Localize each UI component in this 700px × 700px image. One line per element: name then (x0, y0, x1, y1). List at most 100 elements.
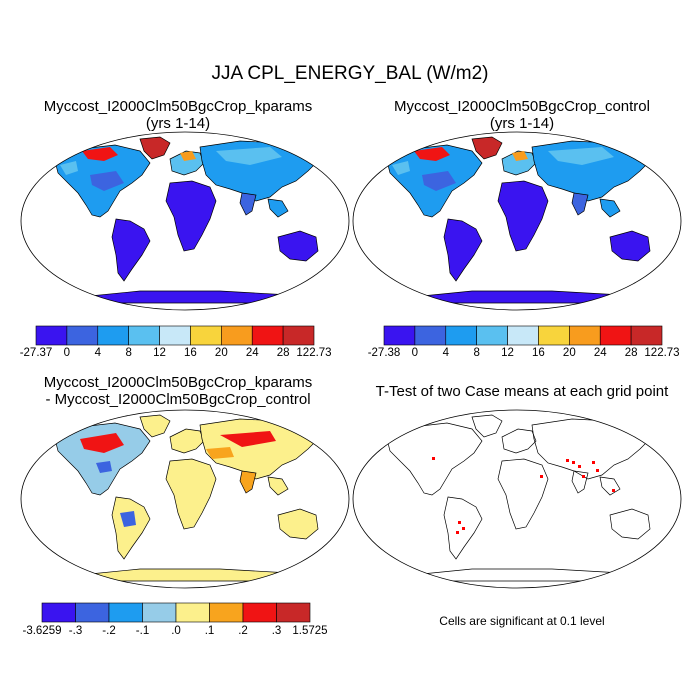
colorbar-swatch (599, 325, 632, 346)
colorbar-swatch (108, 602, 143, 623)
map-frame (352, 131, 682, 311)
diff-patch-centralasia (206, 447, 234, 459)
colorbar-swatch (445, 325, 477, 346)
map-frame (20, 131, 350, 311)
continent-antarctica (59, 568, 311, 582)
map-panel-3-difference (20, 409, 350, 589)
colorbar-3 (41, 602, 311, 623)
colorbar-3-labels: -3.6259 -.3 -.2 -.1 .0 .1 .2 .3 1.5725 (22, 625, 327, 639)
continent-india (571, 470, 589, 494)
map-panel-4-ttest (352, 409, 682, 589)
continent-southAmerica (111, 218, 151, 282)
significant-cell (596, 469, 599, 472)
continent-greenland (139, 136, 171, 160)
colorbar-tick-label: .3 (271, 625, 282, 637)
panel-3-title-line1: Myccost_I2000Clm50BgcCrop_kparams (43, 374, 313, 391)
colorbar-2 (383, 325, 663, 346)
colorbar-swatch (75, 602, 110, 623)
continent-europe (169, 150, 205, 176)
continent-seAsia (599, 476, 621, 496)
continent-africa (497, 458, 549, 530)
continent-africa (165, 180, 217, 252)
significant-cell (612, 489, 615, 492)
continent-southAmerica (443, 496, 483, 560)
significant-cell (456, 531, 459, 534)
colorbar-tick-label: -3.6259 (22, 625, 62, 637)
colorbar-swatch (35, 325, 68, 346)
continent-northAmerica (386, 422, 483, 496)
continent-southAmerica (443, 218, 483, 282)
map-frame (352, 409, 682, 589)
continent-india (239, 192, 257, 216)
panel-1-title-line1: Myccost_I2000Clm50BgcCrop_kparams (43, 98, 313, 115)
continent-india (239, 470, 257, 494)
warm-patch-canada (414, 147, 450, 161)
continent-northAmerica (54, 422, 151, 496)
colorbar-swatch (476, 325, 508, 346)
significance-note: Cells are significant at 0.1 level (439, 614, 605, 628)
panel-2-title-line1: Myccost_I2000Clm50BgcCrop_control (394, 98, 650, 115)
colorbar-1 (35, 325, 315, 346)
panel-2-title: Myccost_I2000Clm50BgcCrop_control (yrs 1… (352, 98, 692, 132)
colorbar-tick-label: 28 (624, 347, 638, 359)
colorbar-swatch (209, 602, 244, 623)
significant-cell (432, 457, 435, 460)
significant-cell (458, 521, 461, 524)
colorbar-swatch (538, 325, 570, 346)
diff-patch-us (96, 461, 112, 473)
colorbar-1-labels: -27.37 0 4 8 12 16 20 24 28 122.73 (20, 347, 332, 361)
continent-seAsia (599, 198, 621, 218)
map-frame (20, 409, 350, 589)
continent-greenland (471, 136, 503, 160)
colorbar-swatch (221, 325, 253, 346)
continent-australia (609, 508, 651, 540)
colorbar-tick-label: .1 (204, 625, 215, 637)
colorbar-swatch (159, 325, 191, 346)
colorbar-tick-label: 20 (214, 347, 228, 359)
colorbar-swatch (276, 602, 311, 623)
colorbar-swatch (242, 602, 277, 623)
warm-patch-scandinavia (512, 151, 528, 161)
diff-patch-canada (80, 433, 124, 453)
continent-antarctica (391, 568, 643, 582)
significant-cell (578, 465, 581, 468)
panel-4-title: T-Test of two Case means at each grid po… (352, 383, 692, 400)
colorbar-tick-label: 1.5725 (292, 625, 328, 637)
warm-patch-scandinavia (180, 151, 196, 161)
continent-seAsia (267, 476, 289, 496)
colorbar-swatch (507, 325, 539, 346)
colorbar-swatch (414, 325, 447, 346)
colorbar-tick-label: 8 (125, 347, 132, 359)
figure-title: JJA CPL_ENERGY_BAL (W/m2) (211, 63, 489, 84)
patch-siberia (548, 147, 614, 165)
map-panel-1 (20, 131, 350, 311)
continent-africa (165, 458, 217, 530)
colorbar-swatch (383, 325, 416, 346)
significant-cell (462, 527, 465, 530)
continent-australia (277, 230, 319, 262)
colorbar-swatch (66, 325, 99, 346)
colorbar-2-labels: -27.38 0 4 8 12 16 20 24 28 122.73 (368, 347, 680, 361)
colorbar-tick-label: 16 (532, 347, 545, 359)
continent-antarctica (391, 290, 643, 304)
colorbar-swatch (282, 325, 315, 346)
panel-3-title: Myccost_I2000Clm50BgcCrop_kparams - Mycc… (8, 374, 348, 408)
significant-cell (566, 459, 569, 462)
colorbar-swatch (175, 602, 210, 623)
colorbar-tick-label: 0 (63, 347, 71, 359)
colorbar-tick-label: 28 (276, 347, 290, 359)
patch-us (90, 171, 124, 191)
colorbar-tick-label: 4 (94, 347, 101, 359)
colorbar-tick-label: 12 (153, 347, 166, 359)
colorbar-tick-label: -27.37 (19, 347, 53, 359)
panel-1-title-line2: (yrs 1-14) (145, 115, 211, 132)
panel-1-title: Myccost_I2000Clm50BgcCrop_kparams (yrs 1… (8, 98, 348, 132)
significant-cell (540, 475, 543, 478)
continent-greenland (471, 414, 503, 438)
diff-patch-siberia (220, 431, 276, 447)
colorbar-tick-label: .2 (238, 625, 248, 637)
significant-cell (582, 475, 585, 478)
panel-2-title-line2: (yrs 1-14) (489, 115, 555, 132)
colorbar-tick-label: .0 (171, 625, 181, 637)
colorbar-tick-label: -.1 (135, 625, 150, 637)
